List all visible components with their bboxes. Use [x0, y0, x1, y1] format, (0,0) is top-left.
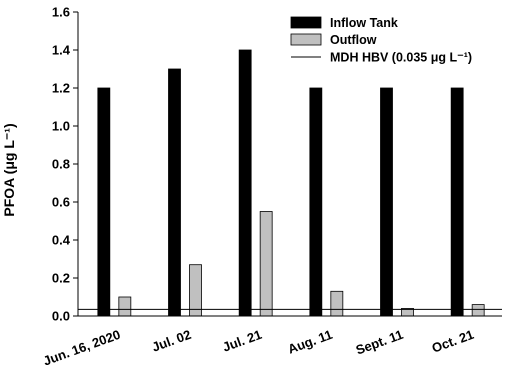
x-tick-label: Sept. 11: [354, 327, 405, 358]
legend-swatch-outflow: [290, 33, 322, 46]
y-tick-label: 0.6: [52, 195, 70, 210]
outflow-bar: [259, 211, 273, 317]
x-axis: Jun. 16, 2020 Jul. 02 Jul. 21 Aug. 11 Sept. …: [41, 315, 502, 369]
legend: Inflow Tank Outflow MDH HBV (0.035 μg L⁻¹): [290, 16, 472, 65]
x-tick-label: Jul. 02: [150, 327, 193, 355]
inflow-tank-bar: [450, 87, 464, 317]
y-tick-label: 0.4: [52, 233, 71, 248]
plot-area: [78, 49, 502, 317]
inflow-tank-bar: [238, 49, 252, 317]
x-tick-label: Jun. 16, 2020: [41, 327, 122, 369]
y-tick-label: 1.4: [52, 43, 71, 58]
y-tick-label: 0.2: [52, 271, 70, 286]
outflow-bar: [118, 296, 132, 317]
x-tick-label: Aug. 11: [286, 327, 335, 357]
legend-label: Outflow: [330, 33, 377, 47]
inflow-tank-bar: [309, 87, 323, 317]
legend-swatch-inflow: [290, 16, 322, 29]
inflow-tank-bar: [97, 87, 111, 317]
y-axis: 0.0 0.2 0.4 0.6 0.8 1.0 1.2 1.4 1.6: [52, 5, 79, 324]
outflow-bar: [471, 304, 485, 317]
inflow-tank-bar: [380, 87, 393, 317]
y-tick-label: 0.0: [52, 309, 70, 324]
outflow-bar: [330, 290, 344, 317]
y-tick-label: 1.2: [52, 81, 70, 96]
y-axis-label: PFOA (μg L⁻¹): [1, 123, 17, 216]
y-axis-label-text: PFOA (μg L⁻¹): [1, 123, 17, 216]
legend-label: MDH HBV (0.035 μg L⁻¹): [330, 51, 472, 65]
y-tick-label: 0.8: [52, 157, 70, 172]
y-tick-label: 1.0: [52, 119, 70, 134]
inflow-tank-bar: [168, 68, 181, 317]
x-tick-label: Oct. 21: [430, 327, 476, 356]
outflow-bar: [189, 264, 202, 317]
y-tick-label: 1.6: [52, 5, 70, 20]
legend-label: Inflow Tank: [330, 16, 398, 30]
x-tick-label: Jul. 21: [221, 327, 264, 355]
